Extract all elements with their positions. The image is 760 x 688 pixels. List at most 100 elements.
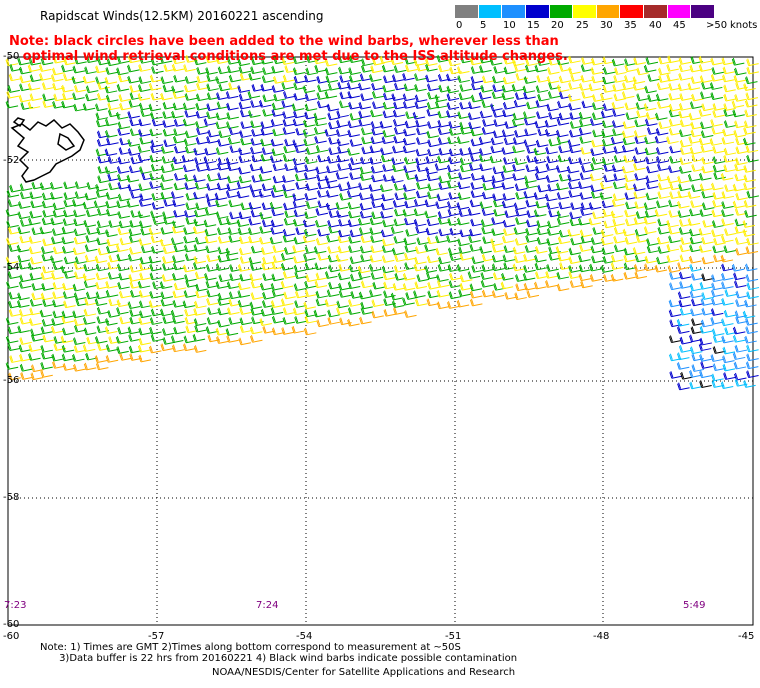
wind-barb [414,94,428,103]
wind-barb [270,282,284,291]
wind-barb [424,244,437,252]
wind-barb [491,263,505,272]
wind-barb [228,82,241,90]
wind-barb [127,111,140,119]
wind-barb [261,75,275,83]
wind-barb [722,74,735,83]
wind-barb [304,156,318,165]
wind-barb [545,175,559,183]
wind-barb [624,64,637,73]
wind-barb [226,281,240,290]
wind-barb [721,57,735,66]
wind-barb [745,326,758,335]
wind-barb [459,274,473,283]
colorbar-swatch [549,5,574,18]
wind-barb [41,265,55,274]
wind-barb [589,173,603,182]
wind-barb [381,265,395,274]
wind-barb [720,381,734,390]
wind-barb [172,56,186,65]
wind-barb [522,272,536,281]
wind-barb [691,364,705,372]
wind-barb [215,76,228,84]
wind-barb [666,254,680,263]
wind-barb [96,130,110,139]
wind-barb [240,121,253,129]
wind-barb [677,200,690,209]
wind-barb [5,208,19,217]
wind-barb [350,273,363,282]
wind-barb [701,273,714,282]
wind-barb [745,92,759,101]
wind-barb [391,74,405,83]
wind-barb [337,81,350,90]
wind-barb [271,65,284,74]
wind-barb [237,85,250,93]
wind-barb [613,93,627,102]
wind-barb [436,289,450,298]
wind-barb [568,256,581,264]
wind-barb [526,145,539,154]
wind-barb [6,220,19,228]
wind-barb [711,373,724,382]
wind-barb [690,121,703,130]
wind-barb [731,57,745,66]
wind-barb [448,291,462,300]
wind-barb [249,184,262,192]
wind-barb [160,146,174,154]
wind-barb [327,317,341,325]
wind-barb [38,64,52,72]
wind-barb [8,309,22,317]
wind-barb [624,236,638,245]
wind-barb [62,92,75,101]
wind-barb [358,101,372,110]
wind-barb [62,327,75,336]
wind-barb [404,120,418,129]
wind-barb [130,209,143,218]
wind-barb [720,172,734,181]
wind-barb [734,94,747,102]
wind-barb [436,54,450,63]
wind-barb [282,127,296,135]
wind-barb [567,174,580,182]
wind-barb [404,244,418,253]
wind-barb [84,298,97,306]
wind-barb [117,193,131,202]
wind-barb [237,282,251,291]
wind-barb [592,211,605,220]
wind-barb [117,227,131,236]
wind-barb [313,246,327,254]
wind-barb [566,165,580,174]
wind-barb [383,309,397,317]
wind-barb [656,256,669,265]
wind-barb [479,246,492,254]
wind-barb [7,343,20,351]
wind-barb [138,354,151,363]
wind-barb [152,217,166,225]
wind-barb [170,309,184,318]
wind-barb [339,91,353,100]
wind-barb [292,157,306,166]
wind-barb [502,109,515,118]
wind-barb [259,236,272,245]
wind-barb [73,209,86,218]
wind-barb [701,190,714,199]
wind-barb [701,103,714,112]
wind-barb [181,154,195,163]
wind-barb [127,75,140,84]
wind-barb [701,292,714,300]
wind-barb [217,162,230,171]
wind-barb [735,146,748,155]
wind-barb [666,136,679,145]
wind-barb [346,82,360,90]
wind-barb [413,208,427,217]
wind-barb [456,299,470,308]
wind-barb [325,202,339,211]
colorbar-swatch [691,5,716,18]
wind-barb [676,319,690,327]
wind-barb [42,209,55,218]
wind-barb [402,297,415,306]
wind-barb [172,255,185,263]
wind-barb [260,138,273,147]
wind-barb [204,228,218,237]
